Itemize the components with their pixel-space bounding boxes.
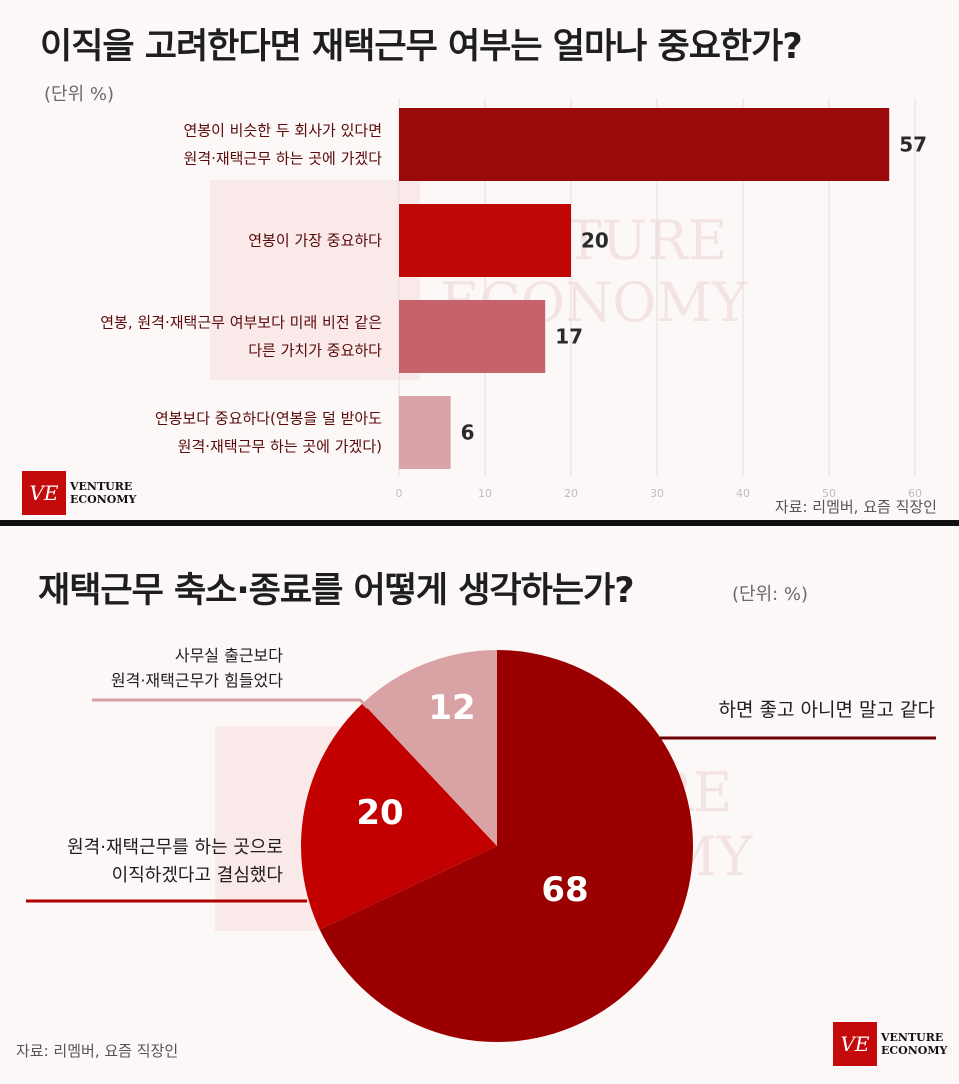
chart-title: 이직을 고려한다면 재택근무 여부는 얼마나 중요한가? xyxy=(40,27,803,67)
venture-economy-logo: VE VENTURE ECONOMY xyxy=(833,1022,947,1066)
pie-slice xyxy=(300,703,497,930)
category-label: 원격·재택근무 하는 곳에 가겠다 xyxy=(184,150,383,168)
x-tick-label: 20 xyxy=(564,487,578,500)
logo-wordmark: VENTURE ECONOMY xyxy=(881,1031,947,1057)
bar-chart: 0 10 20 30 40 50 60 57 연봉이 비슷한 두 회사가 있다면원격·재택근무 … xyxy=(100,98,927,500)
logo-line1: VENTURE xyxy=(881,1031,944,1044)
bar xyxy=(399,204,571,277)
category-label: 원격·재택근무 하는 곳에 가겠다) xyxy=(178,438,382,456)
category-label: 연봉, 원격·재택근무 여부보다 미래 비전 같은 xyxy=(100,314,382,332)
x-tick-label: 40 xyxy=(736,487,750,500)
slice-value-label: 20 xyxy=(356,793,403,833)
slice-value-label: 68 xyxy=(541,870,588,910)
pie-chart-panel: VENTURE ECONOMY 재택근무 축소·종료를 어떻게 생각하는가? (… xyxy=(0,526,959,1084)
category-label: 다른 가치가 중요하다 xyxy=(248,342,382,360)
slice-category-label: 원격·재택근무가 힘들었다 xyxy=(111,671,283,690)
slice-category-label: 이직하겠다고 결심했다 xyxy=(112,865,284,886)
slice-category-label: 원격·재택근무를 하는 곳으로 xyxy=(67,837,283,858)
bar xyxy=(399,300,546,373)
venture-economy-logo: VE VENTURE ECONOMY xyxy=(22,471,136,515)
bar xyxy=(399,396,451,469)
logo-line2: ECONOMY xyxy=(881,1044,948,1057)
x-tick-label: 0 xyxy=(396,487,403,500)
category-label: 연봉이 가장 중요하다 xyxy=(248,232,382,250)
pie-slice xyxy=(362,650,497,846)
bar xyxy=(399,108,890,181)
logo-line1: VENTURE xyxy=(70,480,133,493)
bar-value-label: 6 xyxy=(461,421,475,445)
chart-title: 재택근무 축소·종료를 어떻게 생각하는가? xyxy=(38,571,635,611)
bar-value-label: 57 xyxy=(899,133,927,157)
logo-line2: ECONOMY xyxy=(70,493,137,506)
bar-chart-panel: VENTURE ECONOMY 이직을 고려한다면 재택근무 여부는 얼마나 중… xyxy=(0,0,959,520)
pie-slice xyxy=(319,650,693,1042)
source-label: 자료: 리멤버, 요즘 직장인 xyxy=(774,498,937,516)
x-tick-label: 60 xyxy=(908,487,922,500)
logo-mark: VE xyxy=(833,1022,877,1066)
slice-category-label: 사무실 출근보다 xyxy=(175,646,283,665)
unit-label: (단위: %) xyxy=(732,584,809,605)
bar-value-label: 20 xyxy=(581,229,609,253)
source-label: 자료: 리멤버, 요즘 직장인 xyxy=(16,1042,179,1060)
logo-mark: VE xyxy=(22,471,66,515)
section-divider xyxy=(0,520,959,526)
leader-line xyxy=(92,698,370,710)
x-tick-label: 10 xyxy=(478,487,492,500)
category-label: 연봉보다 중요하다(연봉을 덜 받아도 xyxy=(155,410,382,428)
slice-value-label: 12 xyxy=(428,688,475,728)
slice-category-label: 하면 좋고 아니면 말고 같다 xyxy=(719,699,935,721)
x-tick-label: 50 xyxy=(822,487,836,500)
logo-wordmark: VENTURE ECONOMY xyxy=(70,480,136,506)
unit-label: (단위 %) xyxy=(44,84,114,105)
bar-value-label: 17 xyxy=(555,325,583,349)
category-label: 연봉이 비슷한 두 회사가 있다면 xyxy=(184,122,382,140)
x-tick-label: 30 xyxy=(650,487,664,500)
